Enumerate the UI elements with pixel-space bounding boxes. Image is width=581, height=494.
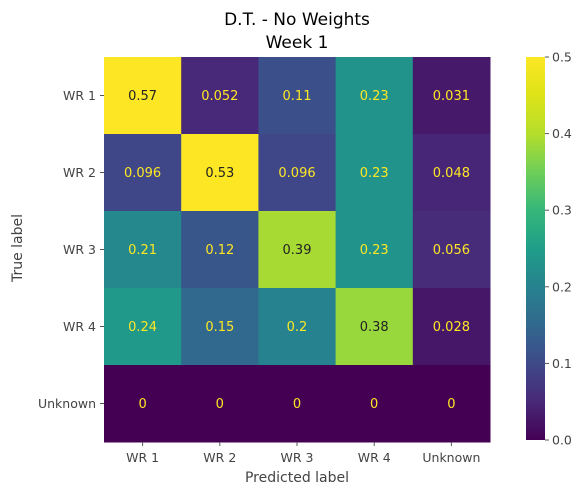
- y-tick-label: WR 1: [63, 88, 96, 103]
- cell-value-label: 0.11: [283, 89, 312, 104]
- colorbar-ticks: 0.0 0.1 0.2 0.3 0.4 0.5: [545, 50, 572, 448]
- cell-value-label: 0.048: [433, 166, 470, 181]
- y-tick-label: WR 3: [63, 242, 96, 257]
- cell-value-label: 0.15: [205, 320, 234, 335]
- cell-value-label: 0.12: [205, 243, 234, 258]
- x-tick-label: WR 1: [126, 450, 159, 465]
- y-axis-label: True label: [10, 214, 26, 283]
- colorbar-tick-label: 0.4: [552, 126, 572, 141]
- cell-value-label: 0.2: [287, 320, 308, 335]
- y-axis-ticks: WR 1 WR 2 WR 3 WR 4 Unknown: [38, 88, 104, 411]
- x-axis-label: Predicted label: [245, 470, 349, 486]
- x-tick-label: Unknown: [422, 450, 480, 465]
- colorbar: [526, 57, 545, 440]
- y-tick-label: Unknown: [38, 396, 96, 411]
- cell-value-label: 0.031: [433, 89, 470, 104]
- cell-value-label: 0.096: [278, 166, 315, 181]
- x-tick-label: WR 4: [358, 450, 391, 465]
- cell-value-label: 0: [216, 397, 224, 412]
- cell-value-label: 0.21: [128, 243, 157, 258]
- cell-value-label: 0.23: [360, 243, 389, 258]
- cell-value-label: 0.052: [201, 89, 238, 104]
- x-axis-ticks: WR 1 WR 2 WR 3 WR 4 Unknown: [126, 442, 480, 465]
- cell-value-label: 0.056: [433, 243, 470, 258]
- cell-value-label: 0: [447, 397, 455, 412]
- cell-value-label: 0: [370, 397, 378, 412]
- x-tick-label: WR 3: [281, 450, 314, 465]
- cell-value-label: 0.24: [128, 320, 157, 335]
- cell-value-label: 0.096: [124, 166, 161, 181]
- colorbar-tick-label: 0.5: [552, 50, 572, 65]
- cell-value-label: 0.57: [128, 89, 157, 104]
- cell-value-label: 0.39: [283, 243, 312, 258]
- x-tick-label: WR 2: [203, 450, 236, 465]
- chart-title: D.T. - No Weights: [224, 10, 370, 30]
- cell-value-label: 0.23: [360, 166, 389, 181]
- colorbar-tick-label: 0.3: [552, 203, 572, 218]
- y-tick-label: WR 4: [63, 319, 96, 334]
- chart-subtitle: Week 1: [266, 33, 329, 53]
- cell-value-label: 0.53: [205, 166, 234, 181]
- colorbar-tick-label: 0.0: [552, 433, 572, 448]
- colorbar-tick-label: 0.2: [552, 279, 572, 294]
- y-tick-label: WR 2: [63, 165, 96, 180]
- cell-value-label: 0.23: [360, 89, 389, 104]
- cell-value-label: 0: [293, 397, 301, 412]
- colorbar-tick-label: 0.1: [552, 356, 572, 371]
- cell-value-label: 0: [138, 397, 146, 412]
- cell-value-label: 0.38: [360, 320, 389, 335]
- cell-value-label: 0.028: [433, 320, 470, 335]
